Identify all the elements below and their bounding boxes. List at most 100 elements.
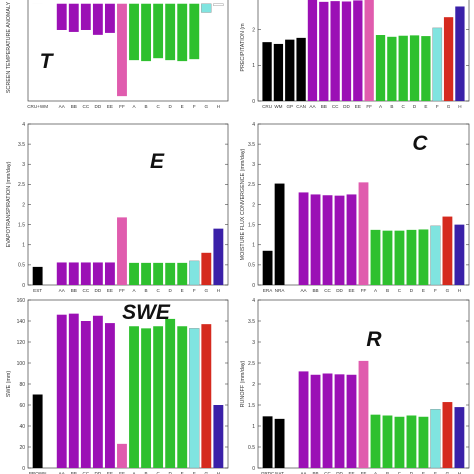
category-label: C xyxy=(156,104,160,109)
y-tick-label: 3.5 xyxy=(248,142,255,148)
y-tick-label: 0.5 xyxy=(248,263,255,269)
bar-cc xyxy=(80,262,91,285)
category-label: BB xyxy=(321,104,327,109)
category-label: DD xyxy=(95,471,102,474)
y-axis-label: MOISTURE FLUX CONVERGENCE (mm/day) xyxy=(240,148,246,260)
category-label: F xyxy=(193,288,196,293)
category-label: C xyxy=(398,288,402,293)
bar-c xyxy=(153,3,164,59)
bar-b xyxy=(141,328,152,468)
bar-h xyxy=(454,407,465,468)
y-tick-label: 1 xyxy=(252,63,255,69)
plot-frame xyxy=(27,0,229,102)
bar-ff xyxy=(117,443,127,468)
category-label: CC xyxy=(83,288,90,293)
bar-nra xyxy=(274,183,285,285)
y-tick-label: 2 xyxy=(252,202,255,208)
category-label: B xyxy=(145,471,148,474)
category-label: D xyxy=(169,288,173,293)
panel-c: 0 0.5 1 1.5 2 2.5 3 3.5 4 MOISTURE FLUX CONVERGEN… xyxy=(240,122,470,293)
bar-e xyxy=(177,326,188,468)
bar-h xyxy=(455,6,465,102)
category-label: FF xyxy=(361,288,367,293)
bar-h xyxy=(213,405,224,468)
bar-ee xyxy=(346,194,357,285)
panel-letter: SWE xyxy=(122,301,171,324)
bar-h xyxy=(213,228,224,285)
category-label: G xyxy=(446,471,450,474)
y-tick-label: 0 xyxy=(252,283,255,289)
category-label: CRU+WM xyxy=(27,104,48,109)
category-label: BB xyxy=(71,288,77,293)
bar-f xyxy=(189,328,200,469)
bar-a xyxy=(375,35,386,102)
bar-wm xyxy=(273,43,284,101)
category-label: H xyxy=(217,288,220,293)
category-label: A xyxy=(132,104,136,109)
category-label: E xyxy=(181,471,184,474)
category-label: G xyxy=(205,104,209,109)
category-label: BB xyxy=(71,104,77,109)
bar-aa xyxy=(56,3,67,30)
category-label: BB xyxy=(71,471,77,474)
category-label: A xyxy=(379,104,383,109)
y-tick-label: 2.5 xyxy=(248,361,255,367)
bar-a xyxy=(129,326,139,468)
bar-ff xyxy=(358,360,369,468)
y-tick-label: 1 xyxy=(252,243,255,249)
y-tick-label: 120 xyxy=(17,340,26,346)
category-label: G xyxy=(447,104,451,109)
y-tick-label: 60 xyxy=(19,403,25,409)
category-label: DD xyxy=(336,288,343,293)
category-label: C xyxy=(156,288,160,293)
category-label: EE xyxy=(355,104,361,109)
bar-a xyxy=(370,229,381,285)
category-label: G xyxy=(205,288,209,293)
category-label: AA xyxy=(300,471,307,474)
category-label: AA xyxy=(59,288,66,293)
bar-d xyxy=(165,318,176,468)
category-label: G xyxy=(446,288,450,293)
bar-aa xyxy=(298,371,309,468)
y-axis-label: SWE (mm) xyxy=(6,371,12,398)
bar-b xyxy=(382,415,393,468)
y-tick-label: 0.5 xyxy=(18,263,25,269)
bar-f xyxy=(432,27,443,102)
bar-f xyxy=(189,260,200,286)
y-axis-label: PRECIPITATION (m xyxy=(240,23,246,72)
y-tick-label: 2.5 xyxy=(248,182,255,188)
y-tick-label: 20 xyxy=(19,445,25,451)
category-label: B xyxy=(145,288,148,293)
category-label: H xyxy=(458,471,461,474)
panel-letter: E xyxy=(150,150,165,173)
category-label: AA xyxy=(59,471,66,474)
category-label: FF xyxy=(119,471,125,474)
bar-g xyxy=(443,17,454,101)
y-tick-label: 3 xyxy=(252,340,255,346)
bar-bb xyxy=(68,313,79,468)
bar-d xyxy=(165,3,176,61)
category-label: FF xyxy=(361,471,367,474)
category-label: EST xyxy=(33,288,42,293)
category-label: C xyxy=(156,471,160,474)
category-label: B xyxy=(386,288,389,293)
bar-g xyxy=(201,324,212,468)
category-label: E xyxy=(422,288,425,293)
bar-ee xyxy=(104,3,115,33)
y-tick-label: 1.5 xyxy=(18,222,25,228)
y-tick-label: 3 xyxy=(22,162,25,168)
category-label: AA xyxy=(300,288,307,293)
category-label: E xyxy=(181,104,184,109)
category-label: EE xyxy=(348,288,354,293)
category-label: BROWN xyxy=(29,471,47,474)
category-label: B xyxy=(390,104,393,109)
bar-era xyxy=(262,250,273,285)
y-tick-label: 1 xyxy=(252,424,255,430)
bar-e xyxy=(421,36,431,101)
bar-f xyxy=(430,225,441,286)
bar-g xyxy=(442,216,453,285)
category-label: BB xyxy=(312,288,318,293)
